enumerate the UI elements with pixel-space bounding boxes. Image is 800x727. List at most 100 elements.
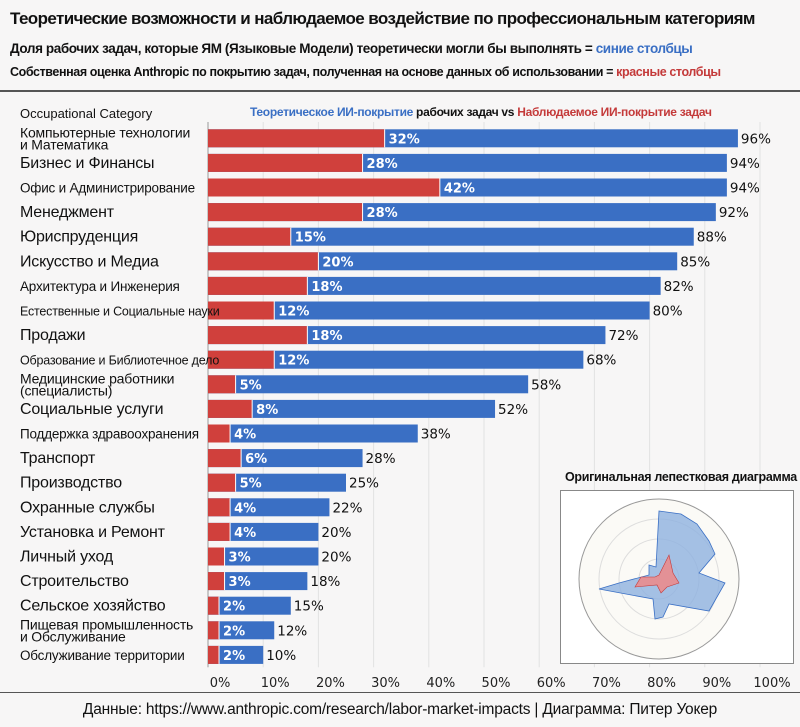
footer-prefix: Данные: <box>82 701 146 718</box>
theoretical-value-label: 68% <box>586 353 616 369</box>
category-label: Медицинские работники (специалисты) <box>20 370 174 398</box>
bar-theoretical <box>208 449 363 468</box>
legend-text-blue: Доля рабочих задач, которые ЯМ (Языковые… <box>10 41 596 56</box>
theoretical-value-label: 85% <box>680 254 710 270</box>
observed-value-label: 28% <box>367 157 398 172</box>
bar-observed <box>208 645 220 664</box>
x-tick-label: 10% <box>261 676 290 691</box>
observed-value-label: 15% <box>295 231 326 246</box>
theoretical-value-label: 12% <box>277 623 307 639</box>
category-header: Occupational Category <box>20 106 153 121</box>
bar-theoretical <box>208 621 275 640</box>
observed-value-label: 32% <box>389 132 420 147</box>
bar-theoretical <box>208 572 308 591</box>
radar-chart-image <box>560 490 794 664</box>
inset-title: Оригинальная лепестковая диаграмма <box>565 470 797 484</box>
bar-theoretical <box>208 522 319 541</box>
theoretical-value-label: 82% <box>664 279 694 295</box>
category-label: Установка и Ремонт <box>20 524 166 541</box>
bar-observed <box>208 276 308 295</box>
x-tick-label: 30% <box>371 676 400 691</box>
observed-value-label: 2% <box>223 600 245 615</box>
category-label: Поддержка здравоохранения <box>20 427 199 442</box>
bar-chart: 0% 10% 20% 30% 40% 50% 60% 70% 80% 90% 100% 32% 96% К… <box>20 122 791 691</box>
observed-value-label: 20% <box>322 255 353 270</box>
theoretical-value-label: 88% <box>697 230 727 246</box>
bar-theoretical <box>208 276 661 295</box>
theoretical-value-label: 58% <box>531 377 561 393</box>
footer: Данные: https://www.anthropic.com/resear… <box>0 701 800 719</box>
observed-value-label: 12% <box>278 354 309 369</box>
bar-theoretical <box>208 350 584 369</box>
category-label: Искусство и Медиа <box>20 253 159 270</box>
category-label: Пищевая промышленность и Обслуживание <box>20 616 193 644</box>
bar-observed <box>208 129 385 148</box>
bar-observed <box>208 178 440 197</box>
category-label: Бизнес и Финансы <box>20 155 154 172</box>
theoretical-value-label: 94% <box>730 156 760 172</box>
bar-observed <box>208 203 363 222</box>
category-label: Естественные и Социальные науки <box>20 305 220 319</box>
bar-theoretical <box>208 399 496 418</box>
bar-theoretical <box>208 301 650 320</box>
bar-observed <box>208 301 275 320</box>
category-label: Архитектура и Инженерия <box>20 279 180 294</box>
bar-observed <box>208 596 220 615</box>
theoretical-value-label: 10% <box>266 648 296 664</box>
observed-value-label: 12% <box>278 305 309 320</box>
x-tick-label: 70% <box>592 676 621 691</box>
observed-value-label: 5% <box>240 378 262 393</box>
bar-observed <box>208 424 231 443</box>
observed-value-label: 18% <box>311 329 342 344</box>
bar-observed <box>208 350 275 369</box>
observed-value-label: 4% <box>234 501 256 516</box>
theoretical-value-label: 20% <box>321 550 351 566</box>
bar-observed <box>208 473 236 492</box>
bar-observed <box>208 572 225 591</box>
x-tick-label: 50% <box>482 676 511 691</box>
theoretical-value-label: 80% <box>653 304 683 320</box>
observed-value-label: 18% <box>311 280 342 295</box>
category-label: Менеджмент <box>20 204 115 221</box>
theoretical-value-label: 94% <box>730 181 760 197</box>
category-label: Образование и Библиотечное дело <box>20 354 219 368</box>
category-label: Строительство <box>20 573 129 590</box>
bar-theoretical <box>208 227 694 246</box>
theoretical-value-label: 25% <box>349 476 379 492</box>
radar-picture <box>578 498 740 660</box>
observed-value-label: 5% <box>240 477 262 492</box>
footer-divider <box>0 692 800 693</box>
header-divider <box>0 90 800 92</box>
category-label: Производство <box>20 475 122 492</box>
observed-value-label: 3% <box>229 551 251 566</box>
bar-observed <box>208 498 231 517</box>
theoretical-value-label: 18% <box>310 574 340 590</box>
observed-value-label: 4% <box>234 428 256 443</box>
observed-value-label: 2% <box>223 649 245 664</box>
theoretical-value-label: 96% <box>741 131 771 147</box>
chart-title-blue: Теоретическое ИИ-покрытие <box>250 105 414 119</box>
x-tick-label: 20% <box>316 676 345 691</box>
bar-observed <box>208 326 308 345</box>
bar-theoretical <box>208 645 264 664</box>
bar-theoretical <box>208 424 418 443</box>
observed-value-label: 42% <box>444 182 475 197</box>
source-link[interactable]: https://www.anthropic.com/research/labor… <box>145 701 531 718</box>
legend-key-blue: синие столбцы <box>595 41 693 56</box>
observed-value-label: 2% <box>223 624 245 639</box>
bar-theoretical <box>208 252 678 271</box>
theoretical-value-label: 22% <box>332 500 362 516</box>
theoretical-value-label: 15% <box>294 599 324 615</box>
footer-suffix: | Диаграмма: Питер Уокер <box>530 701 718 718</box>
legend-line-blue: Доля рабочих задач, которые ЯМ (Языковые… <box>10 41 693 56</box>
category-label: Продажи <box>20 327 85 344</box>
bar-theoretical <box>208 473 346 492</box>
bar-observed <box>208 522 231 541</box>
theoretical-value-label: 72% <box>608 328 638 344</box>
bar-theoretical <box>208 547 319 566</box>
observed-value-label: 6% <box>245 452 267 467</box>
chart-title-mid: рабочих задач vs <box>413 105 518 119</box>
category-label: Обслуживание территории <box>20 648 185 663</box>
page-title: Теоретические возможности и наблюдаемое … <box>10 9 755 28</box>
legend-text-red: Собственная оценка Anthropic по покрытию… <box>10 65 617 79</box>
